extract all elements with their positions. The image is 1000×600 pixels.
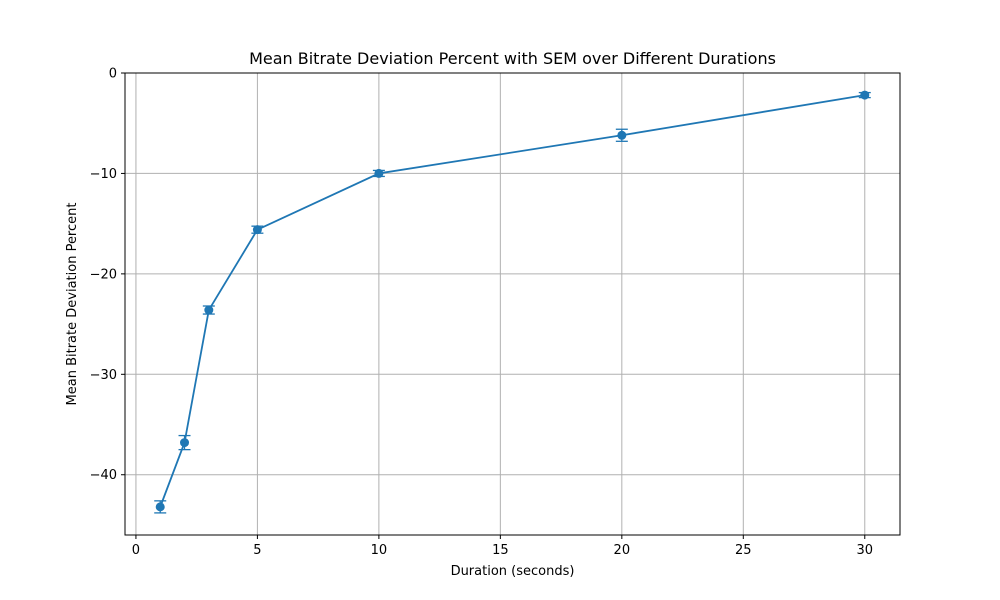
x-tick-label: 5: [253, 543, 261, 558]
y-tick-label: −10: [90, 167, 117, 182]
data-point: [180, 438, 190, 448]
x-tick-label: 10: [371, 543, 388, 558]
plot-frame: [124, 72, 901, 536]
data-point: [374, 168, 384, 178]
data-point: [204, 305, 214, 315]
x-tick-label: 15: [492, 543, 509, 558]
x-axis-label: Duration (seconds): [451, 564, 575, 579]
data-point: [252, 225, 262, 235]
data-point: [860, 90, 870, 100]
chart-title: Mean Bitrate Deviation Percent with SEM …: [249, 49, 776, 68]
y-axis-label: Mean Bitrate Deviation Percent: [65, 203, 80, 406]
series-layer: [154, 90, 871, 514]
y-tick-label: −40: [90, 468, 117, 483]
data-point: [617, 130, 627, 140]
x-tick-label: 25: [735, 543, 752, 558]
y-tick-label: −20: [90, 267, 117, 282]
data-point: [155, 502, 165, 512]
x-tick-label: 0: [132, 543, 140, 558]
x-tick-label: 30: [856, 543, 873, 558]
x-tick-label: 20: [614, 543, 631, 558]
y-tick-label: −30: [90, 368, 117, 383]
ticks: 0 5 10 15 20 25 30 0 −10 −20 −30 −40: [90, 67, 873, 559]
y-tick-label: 0: [109, 67, 117, 82]
